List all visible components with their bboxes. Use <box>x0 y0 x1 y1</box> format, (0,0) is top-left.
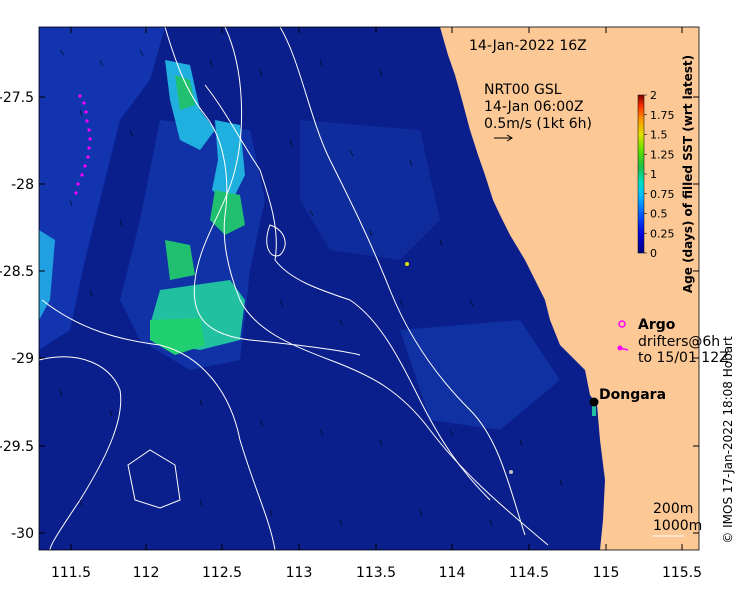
y-axis: -27.5 -28 -28.5 -29 -29.5 -30 <box>0 90 699 542</box>
x-tick-label: 112.5 <box>202 565 242 581</box>
colorbar: 2 1.75 1.5 1.25 1 0.75 0.5 0.25 0 Age (days) of … <box>637 55 695 293</box>
drifter-legend-label-1: drifters@6h <box>638 334 720 350</box>
current-time-label: 14-Jan 06:00Z <box>484 99 584 115</box>
colorbar-tick-label: 1.5 <box>650 129 668 142</box>
x-tick-label: 113 <box>286 565 313 581</box>
map-plot-area <box>39 27 699 550</box>
plot-frame <box>38 26 700 551</box>
y-tick-label: -28.5 <box>0 264 34 280</box>
y-tick-label: -29 <box>11 351 34 367</box>
colorbar-tick-label: 0 <box>650 247 657 260</box>
x-tick-label: 114.5 <box>509 565 549 581</box>
current-scale-arrow <box>494 134 513 142</box>
drifter-legend-label-2: to 15/01 12Z <box>638 350 729 366</box>
colorbar-title: Age (days) of filled SST (wrt latest) <box>681 55 695 293</box>
dongara-marker <box>589 397 599 407</box>
ocean-patch <box>39 27 165 350</box>
y-tick-label: -28 <box>11 177 34 193</box>
sst-age-patch <box>212 120 245 205</box>
x-tick-label: 113.5 <box>356 565 396 581</box>
drifter-marker <box>405 262 409 266</box>
y-tick-label: -29.5 <box>0 439 34 455</box>
sst-age-patch <box>39 230 55 320</box>
colorbar-tick-label: 0.5 <box>650 208 668 221</box>
y-tick-label: -30 <box>11 526 34 542</box>
colorbar-tick-label: 1.75 <box>650 109 675 122</box>
colorbar-tick-label: 1 <box>650 168 657 181</box>
colorbar-tick-label: 0.75 <box>650 188 675 201</box>
current-source-label: NRT00 GSL <box>484 82 562 98</box>
date-label: 14-Jan-2022 16Z <box>469 38 587 54</box>
x-tick-label: 114 <box>439 565 466 581</box>
land-western-australia <box>440 27 699 550</box>
credit-label: © IMOS 17-Jan-2022 18:08 Hobart <box>721 336 735 544</box>
argo-track <box>74 94 92 195</box>
ocean-patch <box>300 120 440 260</box>
colorbar-tick-label: 2 <box>650 89 657 102</box>
argo-legend-label: Argo <box>638 317 676 333</box>
sst-age-patch <box>165 240 195 280</box>
ocean-patch <box>400 320 560 430</box>
drifter-legend-line <box>619 347 629 351</box>
colorbar-gradient <box>637 94 645 254</box>
y-tick-label: -27.5 <box>0 90 34 106</box>
bathymetry-contours <box>39 27 549 550</box>
contour-label-200m: 200m <box>653 501 693 517</box>
drifter-marker <box>509 470 513 474</box>
x-tick-label: 115.5 <box>662 565 702 581</box>
current-scale-label: 0.5m/s (1kt 6h) <box>484 116 592 132</box>
current-vectors <box>59 49 563 527</box>
x-tick-label: 115 <box>593 565 620 581</box>
x-axis: 111.5 112 112.5 113 113.5 114 114.5 115 … <box>51 27 702 581</box>
x-tick-label: 111.5 <box>51 565 91 581</box>
x-tick-label: 112 <box>133 565 160 581</box>
sst-age-patch <box>210 190 245 235</box>
sst-age-patch <box>175 75 195 110</box>
argo-legend-marker <box>618 320 626 328</box>
sst-pixel <box>592 406 596 416</box>
dongara-label: Dongara <box>599 387 666 403</box>
colorbar-tick-label: 0.25 <box>650 227 675 240</box>
contour-label-1000m: 1000m <box>653 518 702 534</box>
colorbar-tick-label: 1.25 <box>650 148 675 161</box>
